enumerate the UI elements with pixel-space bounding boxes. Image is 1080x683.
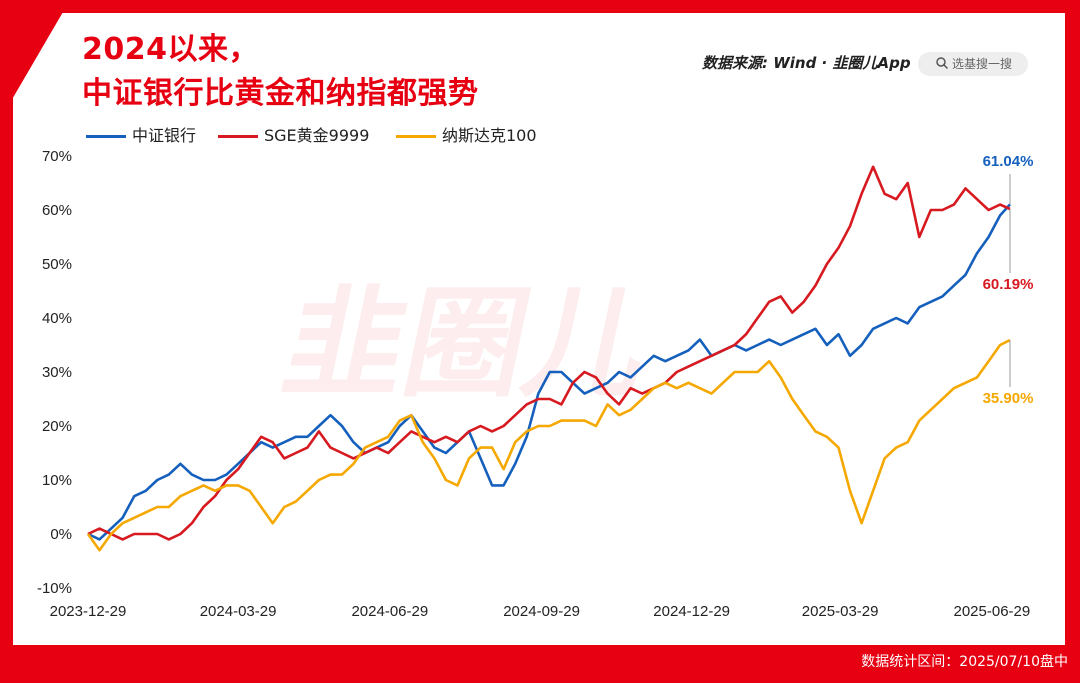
y-tick-label: 60% — [42, 202, 72, 219]
end-value-label: 60.19% — [983, 276, 1034, 293]
chart-panel — [13, 13, 1065, 645]
x-tick-label: 2024-12-29 — [653, 603, 730, 620]
end-value-label: 35.90% — [983, 390, 1034, 407]
legend-item-gold: SGE黄金9999 — [218, 122, 369, 146]
y-tick-label: 50% — [42, 256, 72, 273]
x-tick-label: 2024-06-29 — [351, 603, 428, 620]
watermark-logo: 韭圈儿 — [272, 273, 662, 413]
data-source: 数据来源: Wind · 韭圈儿App — [702, 54, 911, 72]
footer-note: 数据统计区间：2025/07/10盘中 — [861, 654, 1068, 670]
x-tick-label: 2023-12-29 — [50, 603, 127, 620]
x-tick-label: 2025-06-29 — [953, 603, 1030, 620]
y-tick-label: 30% — [42, 364, 72, 381]
y-tick-label: 10% — [42, 472, 72, 489]
series-line-2 — [86, 338, 1011, 552]
page-title-line2: 中证银行比黄金和纳指都强势 — [82, 76, 479, 111]
legend-label-nasdaq: 纳斯达克100 — [442, 126, 537, 145]
legend-item-nasdaq: 纳斯达克100 — [396, 122, 537, 146]
y-tick-label: 70% — [42, 148, 72, 165]
search-placeholder[interactable]: 选基搜一搜 — [952, 57, 1013, 71]
legend-swatch-nasdaq — [396, 135, 436, 138]
y-tick-label: -10% — [37, 580, 72, 597]
y-tick-label: 40% — [42, 310, 72, 327]
legend-item-bank: 中证银行 — [86, 122, 196, 146]
x-tick-label: 2025-03-29 — [802, 603, 879, 620]
y-tick-label: 0% — [50, 526, 72, 543]
series-line-1 — [87, 165, 1011, 541]
x-tick-label: 2024-09-29 — [503, 603, 580, 620]
corner-triangle — [0, 0, 70, 120]
legend-swatch-gold — [218, 135, 258, 138]
search-icon — [936, 57, 949, 70]
series-line-0 — [87, 203, 1011, 541]
x-tick-label: 2024-03-29 — [200, 603, 277, 620]
legend-label-bank: 中证银行 — [132, 126, 197, 145]
search-box[interactable] — [918, 52, 1028, 76]
y-tick-label: 20% — [42, 418, 72, 435]
end-value-label: 61.04% — [983, 153, 1034, 170]
legend-label-gold: SGE黄金9999 — [264, 126, 370, 145]
legend-swatch-bank — [86, 135, 126, 138]
page-title-line1: 2024以来， — [82, 32, 259, 67]
